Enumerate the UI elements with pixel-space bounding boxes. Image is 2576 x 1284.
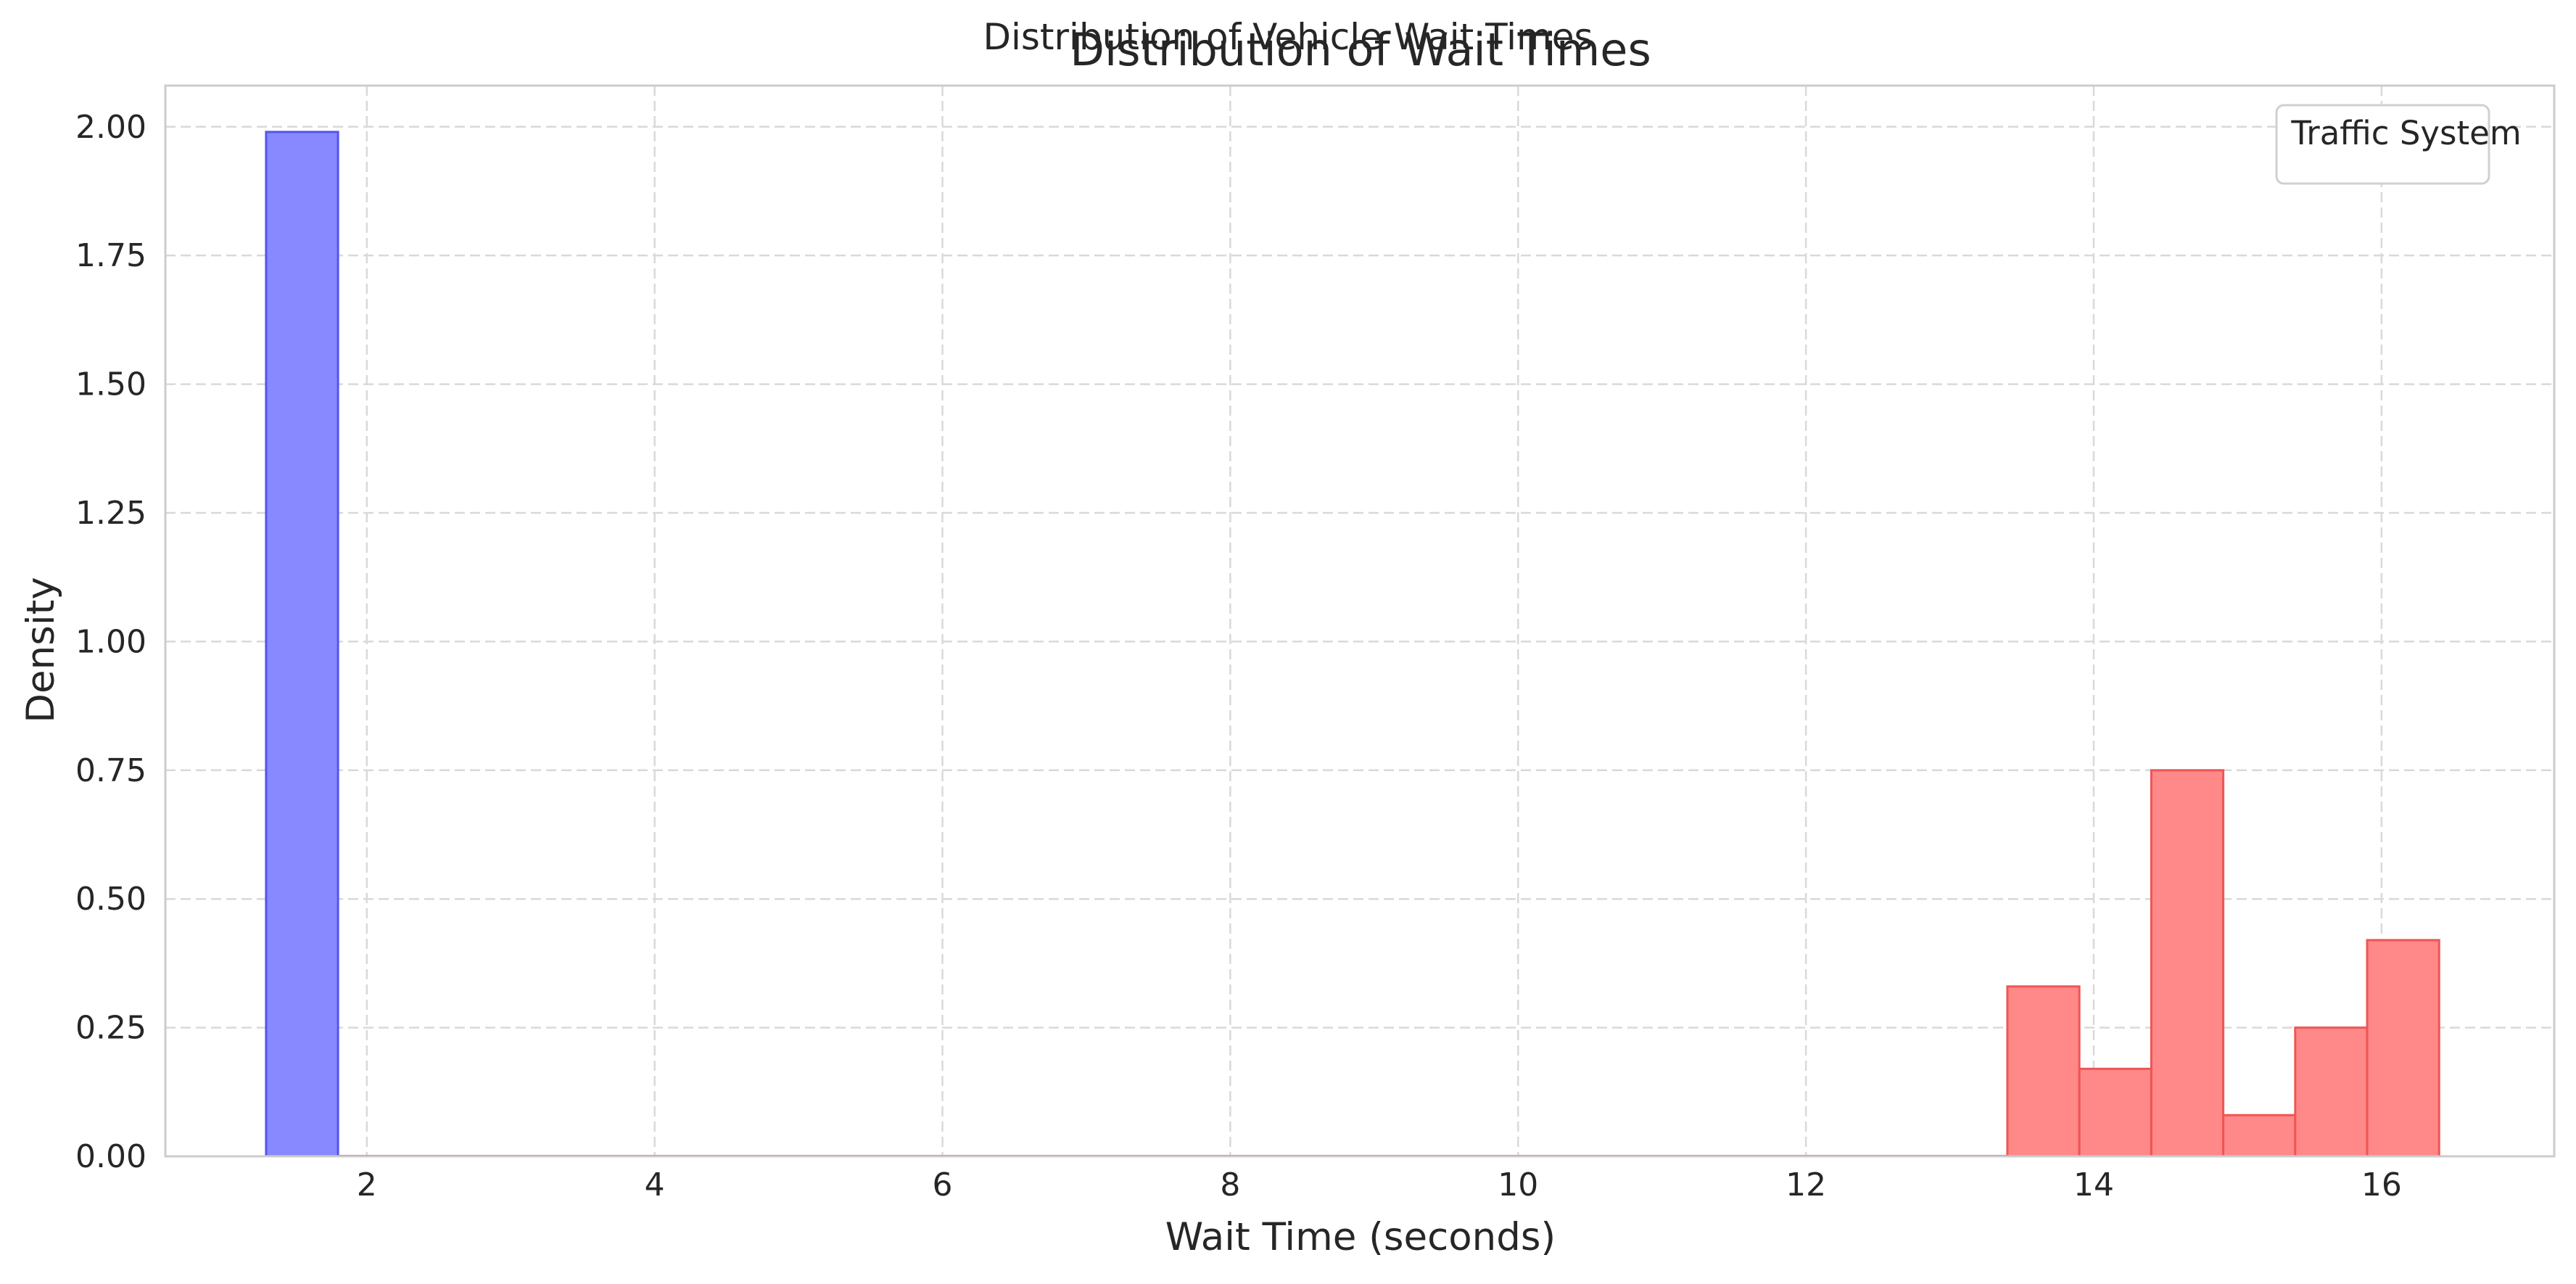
x-tick-label: 6 (933, 1166, 953, 1203)
histogram-bar (2294, 1026, 2369, 1158)
x-tick-label: 2 (357, 1166, 377, 1203)
legend: Traffic System (2275, 104, 2522, 185)
chart-title: Distribution of Wait Times (1070, 23, 1651, 76)
y-tick-labels: 0.00 0.25 0.50 0.75 1.00 1.25 1.50 1.75 2.00 (75, 109, 146, 1175)
y-tick-label: 0.00 (75, 1138, 146, 1175)
histogram-bar (2150, 769, 2225, 1158)
y-tick-label: 0.50 (75, 881, 146, 918)
histogram-bar (2006, 985, 2081, 1158)
histogram-bars (265, 131, 2440, 1158)
histogram-bar (2078, 1067, 2152, 1158)
figure-suptitle: Distribution of Vehicle Wait Times (983, 16, 1593, 58)
legend-title: Traffic System (2290, 114, 2521, 152)
y-tick-label: 0.25 (75, 1010, 146, 1047)
y-tick-label: 2.00 (75, 109, 146, 146)
histogram-bar (2366, 939, 2440, 1158)
y-tick-label: 1.25 (75, 495, 146, 532)
y-tick-label: 1.00 (75, 623, 146, 660)
y-tick-label: 0.75 (75, 752, 146, 789)
x-tick-label: 14 (2073, 1166, 2114, 1203)
x-tick-label: 4 (645, 1166, 665, 1203)
y-tick-label: 1.75 (75, 237, 146, 274)
x-tick-label: 16 (2361, 1166, 2402, 1203)
histogram-bar (265, 131, 339, 1158)
x-tick-labels: 2 4 6 8 10 12 14 16 (357, 1166, 2402, 1203)
axes-frame (164, 84, 2556, 1158)
x-axis-label: Wait Time (seconds) (1165, 1215, 1556, 1259)
x-tick-label: 10 (1498, 1166, 1538, 1203)
grid (165, 86, 2554, 1158)
x-tick-label: 12 (1786, 1166, 1826, 1203)
x-tick-label: 8 (1220, 1166, 1240, 1203)
y-axis-label: Density (19, 577, 63, 723)
legend-box (2275, 104, 2490, 185)
histogram-bar (2222, 1114, 2297, 1158)
y-tick-label: 1.50 (75, 366, 146, 403)
